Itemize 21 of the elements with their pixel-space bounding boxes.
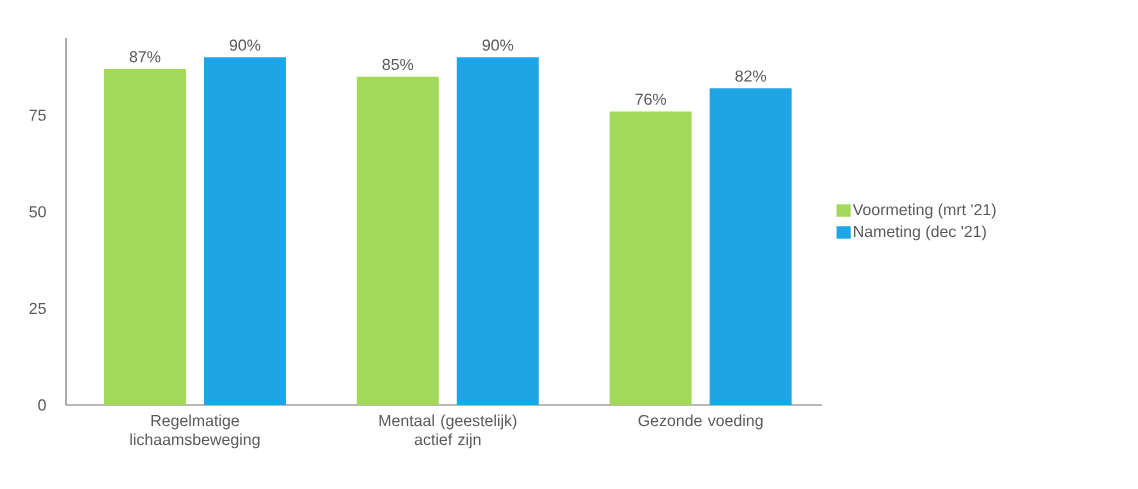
data-label: 90% <box>229 39 261 51</box>
data-label: 82% <box>735 70 767 82</box>
data-label: 87% <box>129 51 161 63</box>
data-label: 90% <box>482 39 514 51</box>
bar <box>103 68 186 405</box>
y-tick-label: 0 <box>38 399 46 411</box>
legend-label: Nameting (dec '21) <box>854 225 986 241</box>
x-tick-label: Mentaal (geestelijk) actief zijn <box>379 414 517 449</box>
bar <box>609 111 692 405</box>
legend-label: Voormeting (mrt '21) <box>852 203 996 219</box>
x-tick-label: Regelmatige lichaamsbeweging <box>130 414 260 449</box>
bar <box>356 76 439 405</box>
x-tick-label: Gezonde voeding <box>638 414 763 430</box>
y-tick-label: 50 <box>29 206 46 218</box>
bar <box>456 57 539 405</box>
bar <box>203 57 286 405</box>
y-tick-label: 75 <box>29 109 46 121</box>
bar <box>709 88 792 405</box>
data-label: 76% <box>635 93 667 105</box>
data-label: 85% <box>382 58 414 71</box>
y-tick-label: 25 <box>29 302 46 315</box>
